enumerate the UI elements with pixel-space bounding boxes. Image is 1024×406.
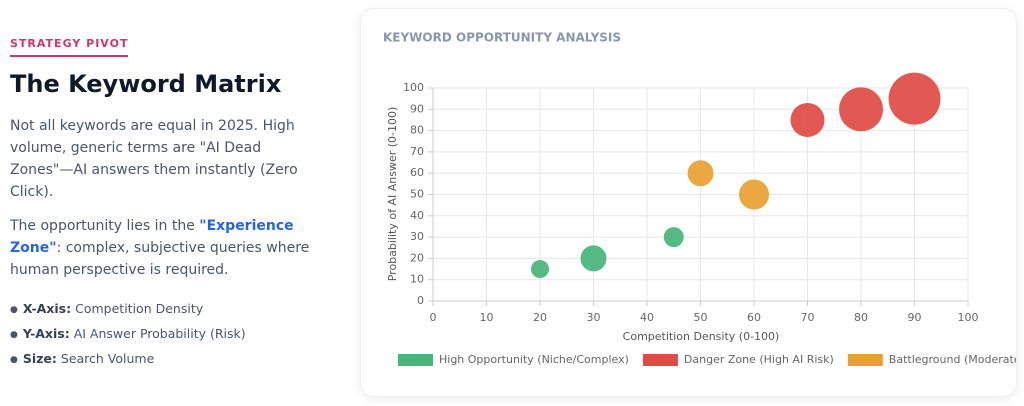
bubble [580, 245, 607, 272]
x-tick-label: 80 [854, 311, 868, 324]
chart-title: KEYWORD OPPORTUNITY ANALYSIS [383, 31, 621, 45]
chart: KEYWORD OPPORTUNITY ANALYSIS Competition… [383, 31, 1024, 366]
x-tick-label: 40 [640, 311, 654, 324]
y-tick-label: 20 [410, 251, 424, 264]
y-tick-label: 30 [410, 230, 424, 243]
eyebrow: STRATEGY PIVOT [10, 37, 129, 57]
bullet-label: Size: [22, 351, 57, 366]
x-tick-label: 20 [533, 311, 547, 324]
bubble [888, 72, 941, 125]
bullet-label: X-Axis: [22, 301, 72, 316]
bubble [739, 179, 769, 210]
chart-card: KEYWORD OPPORTUNITY ANALYSIS Competition… [360, 8, 1024, 397]
highlight: "Experience Zone" [10, 218, 294, 256]
bubble [531, 260, 549, 279]
y-tick-label: 70 [410, 145, 424, 158]
text: : complex, subjective queries where huma… [10, 240, 310, 278]
bullet-label: Y-Axis: [22, 326, 70, 341]
x-tick-label: 30 [587, 311, 601, 324]
x-tick-label: 50 [694, 311, 708, 324]
y-tick-label: 80 [410, 124, 424, 137]
bullet: Y-Axis: AI Answer Probability (Risk) [10, 326, 246, 351]
y-tick-label: 50 [410, 188, 424, 201]
x-tick-label: 60 [747, 311, 761, 324]
bubble [687, 160, 714, 187]
bubble [790, 102, 825, 137]
text: The opportunity lies in the [10, 218, 200, 234]
x-tick-label: 100 [958, 311, 979, 324]
panel-title: The Keyword Matrix [10, 70, 282, 98]
bullet-text: Search Volume [60, 351, 155, 366]
legend-label: High Opportunity (Niche/Complex) [439, 353, 629, 366]
legend-swatch [398, 354, 433, 366]
paragraph: Not all keywords are equal in 2025. High… [10, 118, 298, 200]
legend-label: Battleground (Moderate) [889, 353, 1016, 366]
bullet: X-Axis: Competition Density [10, 301, 246, 326]
y-axis-label: Probability of AI Answer (0-100) [386, 107, 399, 282]
legend-swatch [642, 354, 678, 366]
x-tick-label: 90 [908, 311, 922, 324]
bullet-text: Competition Density [75, 301, 204, 316]
x-tick-label: 0 [430, 311, 437, 324]
legend-item: High Opportunity (Niche/Complex) [398, 353, 629, 366]
y-tick-label: 10 [410, 273, 424, 286]
legend-swatch [847, 354, 883, 366]
bubble [663, 227, 684, 248]
bullet-list: X-Axis: Competition Density Y-Axis: AI A… [10, 301, 246, 376]
y-tick-label: 60 [410, 166, 424, 179]
y-tick-label: 100 [403, 81, 424, 94]
bubble [839, 87, 883, 132]
bullet: Size: Search Volume [10, 351, 246, 376]
x-tick-label: 70 [801, 311, 815, 324]
legend-label: Danger Zone (High AI Risk) [684, 353, 834, 366]
y-tick-label: 90 [410, 102, 424, 115]
x-axis-label: Competition Density (0-100) [623, 330, 780, 343]
bullet-text: AI Answer Probability (Risk) [73, 326, 246, 341]
y-tick-label: 0 [417, 294, 424, 307]
x-tick-label: 10 [480, 311, 494, 324]
y-tick-label: 40 [410, 209, 424, 222]
legend-item: Battleground (Moderate) [847, 353, 1024, 366]
paragraph: The opportunity lies in the "Experience … [10, 215, 310, 281]
legend-item: Danger Zone (High AI Risk) [642, 353, 834, 366]
